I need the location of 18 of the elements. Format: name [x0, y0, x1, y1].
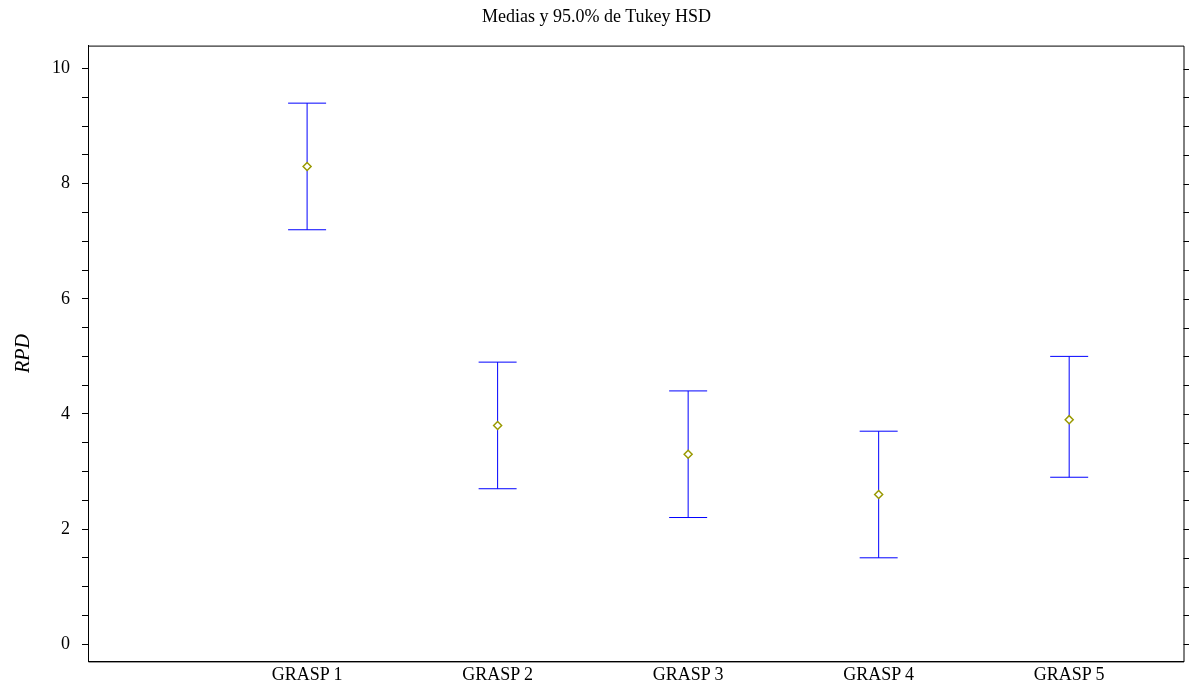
x-tick-label: GRASP 2	[462, 663, 534, 684]
point	[492, 420, 503, 431]
x-tick-label: GRASP 1	[271, 663, 343, 684]
x-tick-label: GRASP 3	[652, 663, 724, 684]
y-tick-label: 8	[61, 172, 70, 193]
y-tick-label: 0	[61, 632, 70, 653]
y-tick-label: 10	[52, 57, 70, 78]
point	[873, 489, 884, 500]
y-tick-label: 4	[61, 402, 70, 423]
y-tick-label: 2	[61, 517, 70, 538]
x-tick-label: GRASP 4	[843, 663, 915, 684]
point	[302, 161, 312, 172]
point	[1064, 414, 1074, 425]
y-axis-title: RPD	[11, 333, 34, 374]
point	[683, 449, 693, 459]
y-tick-label: 6	[61, 287, 70, 308]
chart-title: Medias y 95.0% de Tukey HSD	[481, 5, 712, 26]
x-tick-label: GRASP 5	[1033, 663, 1105, 684]
